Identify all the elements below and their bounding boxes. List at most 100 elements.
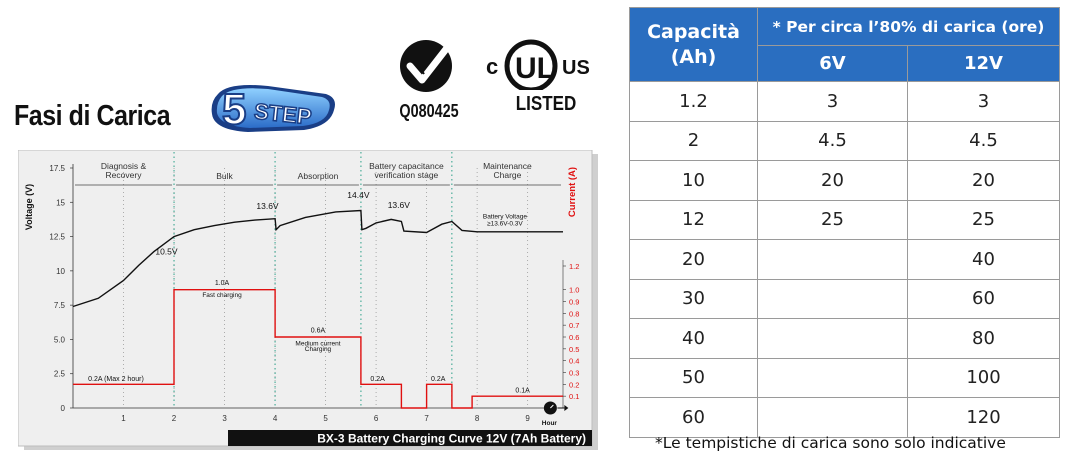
- table-row: 2 4.5 4.5: [629, 120, 1060, 161]
- current-annotation: 0.6A: [311, 327, 326, 334]
- current-annotation: 0.1A: [515, 388, 530, 395]
- voltage-tick-label: 5.0: [54, 335, 66, 344]
- time-12v-cell: 3: [907, 81, 1060, 122]
- header-6v: 6V: [757, 45, 908, 82]
- time-6v-cell: 25: [757, 199, 908, 240]
- table-row: 10 20 20: [629, 160, 1060, 201]
- capacity-cell: 20: [629, 239, 758, 280]
- charging-curve-chart: Diagnosis &Recovery Bulk Absorption Battery…: [18, 150, 598, 450]
- time-tick-label: 7: [424, 414, 429, 423]
- current-series-line: [73, 289, 563, 409]
- page-title: Fasi di Carica: [14, 100, 171, 132]
- chart-title-bar: [228, 430, 592, 446]
- current-tick-label: 0.4: [569, 357, 579, 366]
- five-step-logo: 5 STEP: [211, 84, 335, 135]
- voltage-series-line: [72, 209, 563, 308]
- voltage-annotation: 13.6V: [388, 200, 411, 210]
- current-tick-label: 1.2: [569, 262, 579, 271]
- capacity-cell: 60: [629, 397, 758, 438]
- current-tick-label: 0.6: [569, 333, 579, 342]
- check-circle-icon: [400, 40, 454, 92]
- current-annotation: 0.2A (Max 2 hour): [88, 376, 144, 383]
- time-6v-cell: [757, 397, 908, 438]
- current-axis-label: Current (A): [567, 167, 578, 217]
- table-row: 40 80: [629, 318, 1060, 359]
- table-row: 30 60: [629, 278, 1060, 319]
- time-12v-cell: 60: [907, 278, 1060, 319]
- ul-listed-text: LISTED: [515, 93, 577, 115]
- phase-label: Maintenance: [483, 161, 532, 171]
- capacity-cell: 12: [629, 199, 758, 240]
- voltage-tick-label: 15: [56, 198, 65, 207]
- time-12v-cell: 120: [907, 397, 1060, 438]
- time-12v-cell: 20: [907, 160, 1060, 201]
- time-12v-cell: 80: [907, 318, 1060, 359]
- voltage-annotation: 13.6V: [256, 201, 279, 211]
- time-tick-label: 9: [525, 414, 530, 423]
- time-6v-cell: [757, 239, 908, 280]
- current-tick-label: 0.8: [569, 309, 579, 318]
- table-row: 60 120: [629, 397, 1060, 438]
- time-tick-label: 1: [121, 414, 126, 423]
- phase-label: Diagnosis &: [101, 161, 147, 171]
- voltage-tick-label: 7.5: [54, 301, 66, 310]
- maintenance-voltage-label: Battery Voltage: [483, 214, 527, 221]
- chart-annotations: 10.5V 13.6V 14.4V 13.6V 0.2A (Max 2 hour) 1.0…: [88, 190, 530, 394]
- current-annotation: 0.2A: [431, 376, 446, 383]
- time-6v-cell: 20: [757, 160, 908, 201]
- header-12v: 12V: [907, 45, 1060, 82]
- certification-code: Q080425: [399, 101, 459, 121]
- table-row: 12 25 25: [629, 199, 1060, 240]
- current-tick-label: 1.0: [569, 286, 579, 295]
- current-tick-label: 0.1: [569, 392, 579, 401]
- capacity-header-line2: (Ah): [670, 45, 717, 68]
- time-tick-label: 2: [172, 414, 177, 423]
- time-tick-label: 5: [323, 414, 328, 423]
- time-6v-cell: 3: [757, 81, 908, 122]
- voltage-tick-label: 2.5: [54, 370, 66, 379]
- clock-hand: [550, 404, 554, 409]
- phase-label: Recovery: [106, 170, 143, 180]
- time-tick-label: 3: [222, 414, 227, 423]
- current-tick-label: 0.7: [569, 321, 579, 330]
- time-12v-cell: 40: [907, 239, 1060, 280]
- time-12v-cell: 4.5: [907, 120, 1060, 161]
- phase-label: Battery capacitance: [369, 161, 444, 171]
- capacity-cell: 2: [629, 120, 758, 161]
- voltage-annotation: 10.5V: [155, 246, 178, 256]
- time-axis-label: Hour: [542, 420, 558, 427]
- time-6v-cell: [757, 278, 908, 319]
- maintenance-voltage-label: ≥13.6V-0.3V: [487, 221, 523, 228]
- chart-title: BX-3 Battery Charging Curve 12V (7Ah Bat…: [317, 432, 586, 446]
- ul-left-text: c: [486, 54, 498, 79]
- capacity-header: Capacità (Ah): [629, 7, 758, 82]
- current-tick-label: 0.5: [569, 345, 579, 354]
- ul-listed-badge: c UL US LISTED: [486, 30, 606, 116]
- time-tick-label: 8: [475, 414, 480, 423]
- current-annotation: Medium current: [295, 340, 340, 347]
- current-tick-label: 0.2: [569, 380, 579, 389]
- phase-label: Bulk: [216, 171, 233, 181]
- time-12v-cell: 100: [907, 357, 1060, 398]
- capacity-header-line1: Capacità: [647, 20, 740, 43]
- capacity-cell: 10: [629, 160, 758, 201]
- phase-labels: Diagnosis &Recovery Bulk Absorption Battery…: [75, 161, 561, 186]
- five-step-number: 5: [222, 85, 246, 134]
- table-row: 1.2 3 3: [629, 81, 1060, 122]
- voltage-tick-label: 10: [56, 267, 65, 276]
- capacity-cell: 40: [629, 318, 758, 359]
- time-6v-cell: [757, 357, 908, 398]
- footnote: *Le tempistiche di carica sono solo indi…: [655, 434, 1006, 452]
- time-tick-label: 4: [273, 414, 278, 423]
- time-6v-cell: 4.5: [757, 120, 908, 161]
- current-annotation: Fast charging: [202, 292, 242, 299]
- voltage-tick-label: 0: [61, 404, 66, 413]
- charge-time-group-header: * Per circa l’80% di carica (ore): [757, 7, 1060, 46]
- capacity-cell: 30: [629, 278, 758, 319]
- current-tick-label: 0.9: [569, 298, 579, 307]
- current-annotation: 0.2A: [370, 376, 385, 383]
- phase-label: Absorption: [298, 171, 339, 181]
- table-row: 20 40: [629, 239, 1060, 280]
- charge-time-table: Capacità (Ah) * Per circa l’80% di caric…: [629, 7, 1060, 438]
- time-6v-cell: [757, 318, 908, 359]
